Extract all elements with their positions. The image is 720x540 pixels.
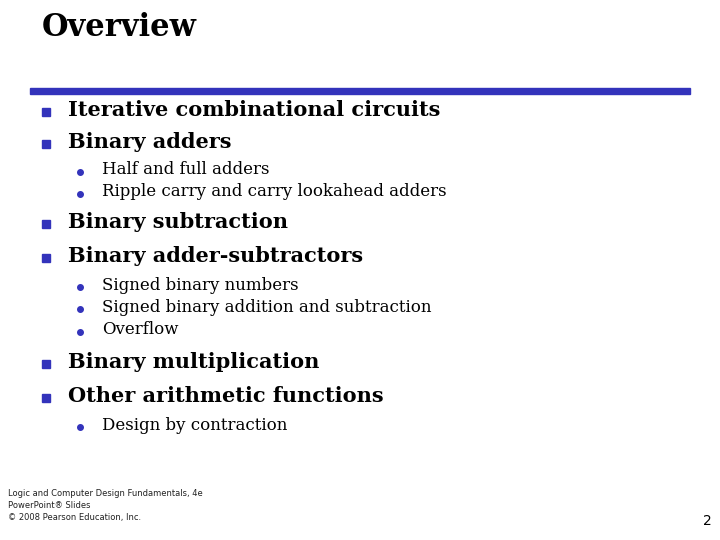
Text: Ripple carry and carry lookahead adders: Ripple carry and carry lookahead adders — [102, 184, 446, 200]
Text: Binary adder-subtractors: Binary adder-subtractors — [68, 246, 363, 266]
Bar — [42, 394, 50, 402]
Text: Binary multiplication: Binary multiplication — [68, 352, 320, 372]
Text: Overview: Overview — [42, 12, 197, 43]
Text: 2: 2 — [703, 514, 712, 528]
Bar — [42, 140, 50, 148]
Bar — [42, 254, 50, 262]
Text: Half and full adders: Half and full adders — [102, 161, 269, 179]
Text: Signed binary addition and subtraction: Signed binary addition and subtraction — [102, 299, 431, 315]
Bar — [42, 360, 50, 368]
Text: Binary subtraction: Binary subtraction — [68, 212, 288, 232]
Text: Design by contraction: Design by contraction — [102, 416, 287, 434]
Text: Binary adders: Binary adders — [68, 132, 232, 152]
Bar — [42, 220, 50, 228]
Bar — [42, 108, 50, 116]
Text: Logic and Computer Design Fundamentals, 4e
PowerPoint® Slides
© 2008 Pearson Edu: Logic and Computer Design Fundamentals, … — [8, 489, 203, 522]
Text: Overflow: Overflow — [102, 321, 179, 339]
Bar — [30, 88, 690, 94]
Text: Iterative combinational circuits: Iterative combinational circuits — [68, 100, 441, 120]
Text: Signed binary numbers: Signed binary numbers — [102, 276, 299, 294]
Text: Other arithmetic functions: Other arithmetic functions — [68, 386, 384, 406]
